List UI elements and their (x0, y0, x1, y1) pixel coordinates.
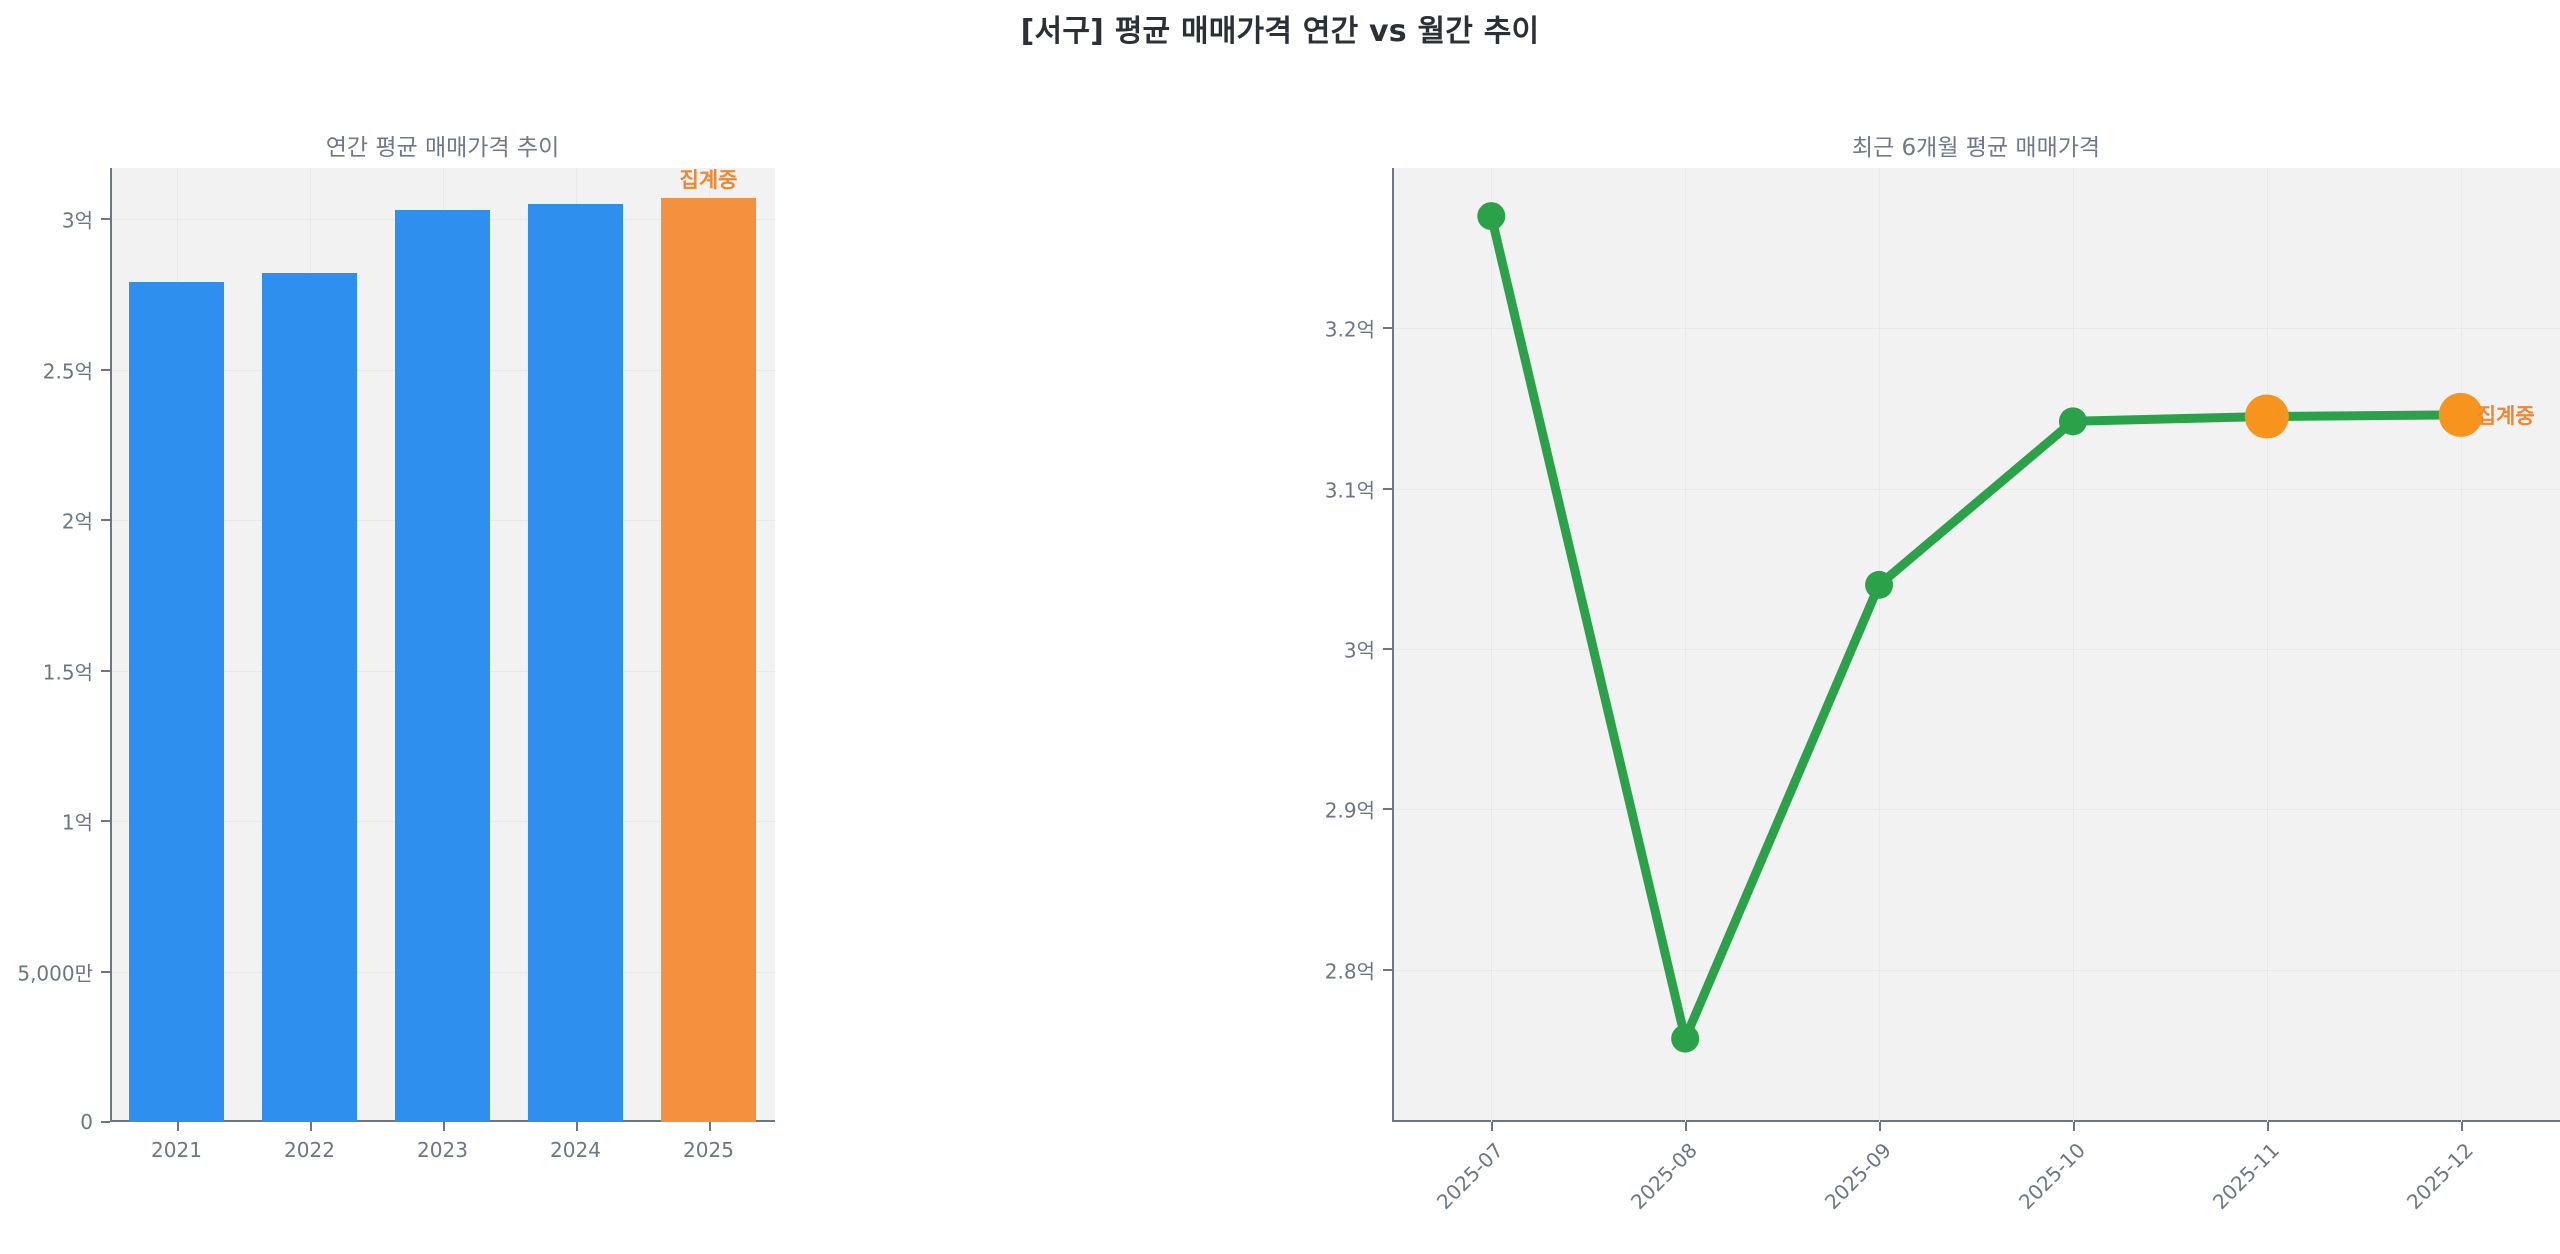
data-point-2025-11[interactable]: 2025-11: 3.145억 (2244, 394, 2289, 439)
left-chart-title: 연간 평균 매매가격 추이 (325, 135, 560, 161)
right-chart-title: 최근 6개월 평균 매매가격 (1851, 135, 2101, 161)
x-tick-label: 2021 (151, 1138, 202, 1162)
gridline (1392, 328, 2560, 330)
y-axis-line (1392, 168, 1394, 1122)
y-tick-label: 5,000만 (17, 961, 93, 986)
y-tick-label: 3억 (1343, 638, 1375, 663)
y-tick-mark (1383, 487, 1392, 490)
gridline (1392, 969, 2560, 971)
x-tick-label: 2025 (683, 1138, 734, 1162)
right-chart-panel: 최근 6개월 평균 매매가격 2025-07: 3.27억 2025-08: 2.… (1280, 0, 2560, 1234)
vertical-gridline (2072, 168, 2074, 1122)
left-plot-area: 집계중 (110, 168, 775, 1122)
x-tick-mark (309, 1122, 312, 1131)
gridline (1392, 809, 2560, 811)
gridline (1392, 488, 2560, 490)
y-tick-label: 2억 (61, 509, 93, 534)
x-tick-mark (1685, 1122, 1688, 1131)
bar-2021[interactable] (128, 282, 225, 1122)
vertical-gridline (2266, 168, 2268, 1122)
bar-2024[interactable] (527, 204, 624, 1122)
x-tick-mark (176, 1122, 179, 1131)
vertical-gridline (1879, 168, 1881, 1122)
y-tick-mark (101, 1121, 110, 1123)
y-tick-mark (1383, 808, 1392, 811)
y-tick-mark (101, 970, 110, 973)
x-tick-mark (575, 1122, 578, 1131)
data-point-2025-07[interactable]: 2025-07: 3.27억 (1477, 202, 1506, 231)
x-tick-label: 2023 (417, 1138, 468, 1162)
price-trend-line (1486, 211, 2466, 1044)
bar-2023[interactable] (394, 210, 491, 1122)
x-axis-line (1392, 1120, 2560, 1122)
x-tick-mark (2460, 1122, 2463, 1131)
x-tick-mark (1879, 1122, 1882, 1131)
x-tick-mark (1491, 1122, 1494, 1131)
point-annotation-label: 집계중 (2476, 403, 2535, 428)
page-title: [서구] 평균 매매가격 연간 vs 월간 추이 (1020, 14, 1540, 49)
data-point-2025-12[interactable]: 2025-12: 3.146억 (2438, 392, 2483, 437)
y-tick-label: 2.8억 (1324, 959, 1375, 984)
right-plot-area: 2025-07: 3.27억 2025-08: 2.757억 2025-09: 3.… (1392, 168, 2560, 1122)
y-tick-label: 2.9억 (1324, 798, 1375, 823)
x-tick-mark (2072, 1122, 2075, 1131)
x-tick-mark (708, 1122, 711, 1131)
bar-2022[interactable] (261, 273, 358, 1122)
y-tick-mark (101, 669, 110, 672)
x-tick-label: 2022 (284, 1138, 335, 1162)
vertical-gridline (1491, 168, 1493, 1122)
y-tick-label: 1억 (61, 810, 93, 835)
gridline (1392, 649, 2560, 650)
y-tick-label: 3.2억 (1324, 317, 1375, 342)
data-point-2025-08[interactable]: 2025-08: 2.757억 (1671, 1024, 1700, 1053)
y-tick-mark (101, 519, 110, 522)
y-tick-label: 2.5억 (42, 359, 93, 384)
data-point-2025-10[interactable]: 2025-10: 3.142억 (2058, 407, 2087, 436)
y-tick-mark (1383, 327, 1392, 330)
y-tick-label: 3.1억 (1324, 478, 1375, 503)
y-tick-mark (101, 368, 110, 371)
vertical-gridline (1685, 168, 1687, 1122)
y-tick-label: 3억 (61, 208, 93, 233)
y-tick-mark (1383, 968, 1392, 971)
vertical-gridline (2460, 168, 2462, 1122)
bar-2025[interactable] (660, 198, 757, 1122)
x-tick-mark (442, 1122, 445, 1131)
left-chart-panel: 연간 평균 매매가격 추이 집계중 (0, 0, 1280, 1234)
y-tick-mark (101, 218, 110, 221)
x-tick-mark (2266, 1122, 2269, 1131)
bar-annotation-label: 집계중 (679, 168, 738, 193)
y-tick-mark (101, 820, 110, 823)
y-axis-line (110, 168, 112, 1122)
y-tick-mark (1383, 648, 1392, 650)
line-series-svg: 2025-07: 3.27억 2025-08: 2.757억 2025-09: 3.… (1477, 202, 2483, 1053)
y-tick-label: 1.5억 (42, 660, 93, 685)
y-tick-label: 0 (80, 1110, 93, 1134)
x-tick-label: 2024 (550, 1138, 601, 1162)
data-point-2025-09[interactable]: 2025-09: 3.04억 (1865, 570, 1894, 599)
